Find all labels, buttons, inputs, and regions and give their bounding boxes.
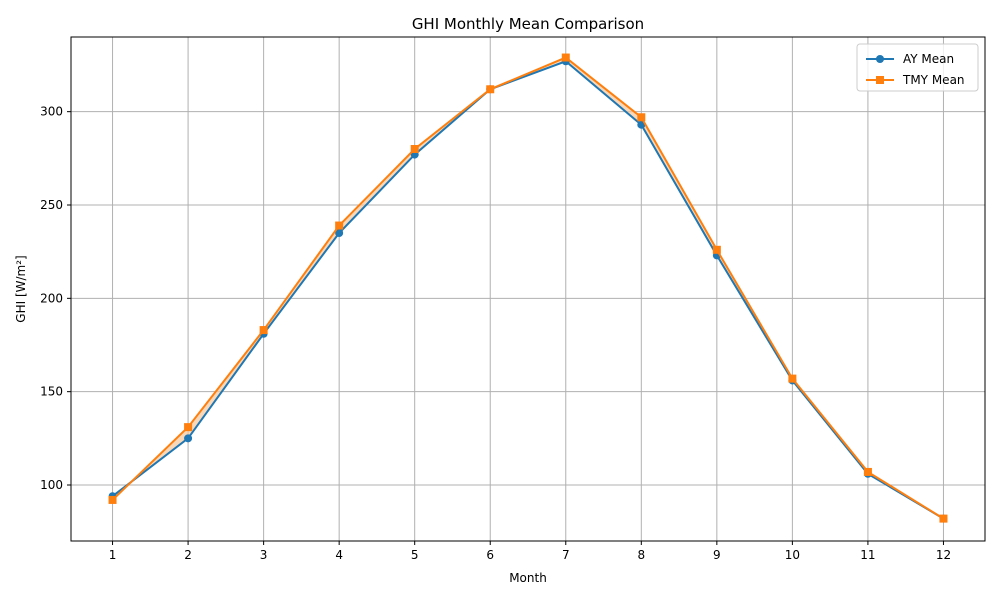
x-axis-label: Month: [509, 571, 547, 585]
x-axis-ticks: 1 2 3 4 5 6 7 8 9 10 11 12: [109, 541, 951, 562]
plot-frame: [71, 37, 985, 541]
x-tick-label: 7: [562, 548, 570, 562]
x-tick-label: 10: [785, 548, 800, 562]
y-axis-ticks: 100 150 200 250 300: [40, 105, 71, 492]
legend: AY Mean TMY Mean: [857, 44, 978, 91]
y-tick-label: 150: [40, 385, 63, 399]
y-tick-label: 250: [40, 198, 63, 212]
legend-marker-circle: [876, 55, 884, 63]
legend-label: TMY Mean: [902, 73, 965, 87]
fill-between-area: [113, 58, 944, 519]
x-tick-label: 5: [411, 548, 419, 562]
tmy-mean-point: [864, 468, 872, 476]
tmy-mean-point: [184, 423, 192, 431]
ay-mean-point: [184, 434, 192, 442]
tmy-mean-point: [486, 85, 494, 93]
x-tick-label: 6: [486, 548, 494, 562]
x-tick-label: 4: [335, 548, 343, 562]
tmy-mean-point: [260, 326, 268, 334]
tmy-mean-point: [637, 113, 645, 121]
y-axis-label: GHI [W/m²]: [14, 255, 28, 322]
x-tick-label: 3: [260, 548, 268, 562]
series-group: [109, 54, 948, 523]
tmy-mean-point: [562, 54, 570, 62]
x-tick-label: 11: [860, 548, 875, 562]
grid: [71, 37, 985, 541]
tmy-mean-point: [788, 375, 796, 383]
x-tick-label: 8: [637, 548, 645, 562]
tmy-mean-point: [109, 496, 117, 504]
x-tick-label: 9: [713, 548, 721, 562]
legend-marker-square: [876, 76, 884, 84]
chart-title: GHI Monthly Mean Comparison: [412, 15, 644, 33]
fill-between: [113, 58, 944, 519]
tmy-mean-point: [335, 222, 343, 230]
y-tick-label: 100: [40, 478, 63, 492]
tmy-mean-point: [713, 246, 721, 254]
series-line-tmy-mean: [113, 58, 944, 519]
x-tick-label: 1: [109, 548, 117, 562]
y-tick-label: 300: [40, 105, 63, 119]
y-tick-label: 200: [40, 291, 63, 305]
tmy-mean-point: [411, 145, 419, 153]
tmy-mean-point: [939, 515, 947, 523]
legend-label: AY Mean: [903, 52, 954, 66]
x-tick-label: 12: [936, 548, 951, 562]
series-line-ay-mean: [113, 61, 944, 518]
x-tick-label: 2: [184, 548, 192, 562]
